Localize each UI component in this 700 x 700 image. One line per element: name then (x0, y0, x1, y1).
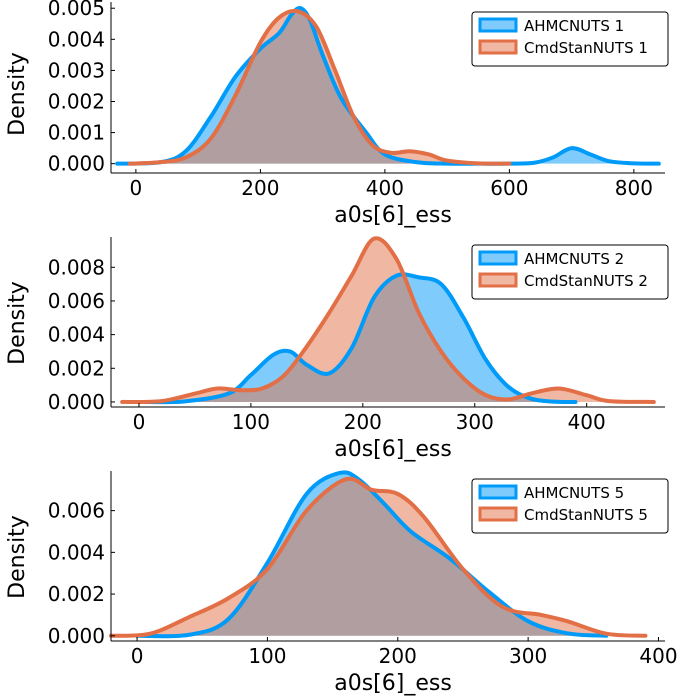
y-tick-label: 0.004 (48, 27, 105, 51)
legend-label-ahmc: AHMCNUTS 2 (524, 250, 624, 268)
legend-swatch-cmdstan (478, 272, 518, 288)
x-tick-label: 0 (131, 644, 144, 668)
x-tick-label: 0 (130, 176, 143, 200)
series-line-cmdstan (127, 8, 512, 166)
legend: AHMCNUTS 5 CmdStanNUTS 5 (471, 478, 669, 534)
series-line-ahmc (136, 272, 578, 405)
legend-swatch-ahmc (478, 17, 518, 33)
x-tick-label: 200 (344, 410, 382, 434)
series-area-cmdstan (122, 238, 654, 403)
y-tick-label: 0.006 (48, 499, 105, 523)
x-tick-label: 400 (639, 644, 677, 668)
y-tick-label: 0.004 (48, 540, 105, 564)
x-tick-label: 400 (366, 176, 404, 200)
legend-box (471, 244, 669, 300)
density-panel-2: 0 100 200 300 400 0.000 0.002 0.004 0.006 0.008 a0… (5, 236, 669, 462)
legend-swatch-ahmc (478, 250, 518, 266)
series-line-cmdstan (109, 476, 648, 638)
y-tick-label: 0.000 (48, 390, 105, 414)
series-line-cmdstan (120, 236, 656, 405)
x-axis-label: a0s[6]_ess (334, 437, 452, 462)
y-tick-label: 0.002 (48, 582, 105, 606)
legend-swatch-cmdstan (478, 39, 518, 55)
x-tick-label: 400 (568, 410, 606, 434)
legend-label-ahmc: AHMCNUTS 1 (524, 17, 624, 35)
x-tick-label: 300 (456, 410, 494, 434)
legend-label-ahmc: AHMCNUTS 5 (524, 484, 624, 502)
y-tick-label: 0.002 (48, 356, 105, 380)
y-axis-label: Density (5, 52, 30, 136)
series-area-cmdstan (129, 10, 510, 164)
x-tick-label: 200 (241, 176, 279, 200)
legend-swatch-ahmc (478, 484, 518, 500)
x-tick-label: 100 (232, 410, 270, 434)
legend-box (471, 11, 669, 67)
y-axis-label: Density (5, 281, 30, 365)
legend-swatch-cmdstan (478, 506, 518, 522)
x-tick-label: 300 (509, 644, 547, 668)
x-tick-label: 600 (490, 176, 528, 200)
x-axis-label: a0s[6]_ess (334, 203, 452, 228)
x-tick-label: 0 (133, 410, 146, 434)
density-panel-1: 0 200 400 600 800 0.000 0.001 0.002 0.003 0.004 0.… (5, 0, 669, 228)
density-panel-3: 0 100 200 300 400 0.000 0.002 0.004 0.006 a0s[6]_… (5, 470, 678, 696)
x-axis-label: a0s[6]_ess (334, 671, 452, 696)
legend: AHMCNUTS 2 CmdStanNUTS 2 (471, 244, 669, 300)
legend: AHMCNUTS 1 CmdStanNUTS 1 (471, 11, 669, 67)
x-tick-label: 200 (379, 644, 417, 668)
series-line-ahmc (115, 6, 661, 166)
y-tick-label: 0.003 (48, 58, 105, 82)
x-tick-label: 800 (615, 176, 653, 200)
y-tick-label: 0.005 (48, 0, 105, 20)
legend-label-cmdstan: CmdStanNUTS 5 (524, 506, 648, 524)
legend-box (471, 478, 669, 534)
y-tick-label: 0.004 (48, 323, 105, 347)
y-tick-label: 0.002 (48, 89, 105, 113)
y-tick-label: 0.000 (48, 152, 105, 176)
y-tick-label: 0.001 (48, 121, 105, 145)
y-tick-label: 0.000 (48, 624, 105, 648)
legend-label-cmdstan: CmdStanNUTS 1 (524, 39, 648, 57)
y-tick-label: 0.008 (48, 255, 105, 279)
y-tick-label: 0.006 (48, 289, 105, 313)
y-axis-label: Density (5, 515, 30, 599)
legend-label-cmdstan: CmdStanNUTS 2 (524, 272, 648, 290)
x-tick-label: 100 (248, 644, 286, 668)
